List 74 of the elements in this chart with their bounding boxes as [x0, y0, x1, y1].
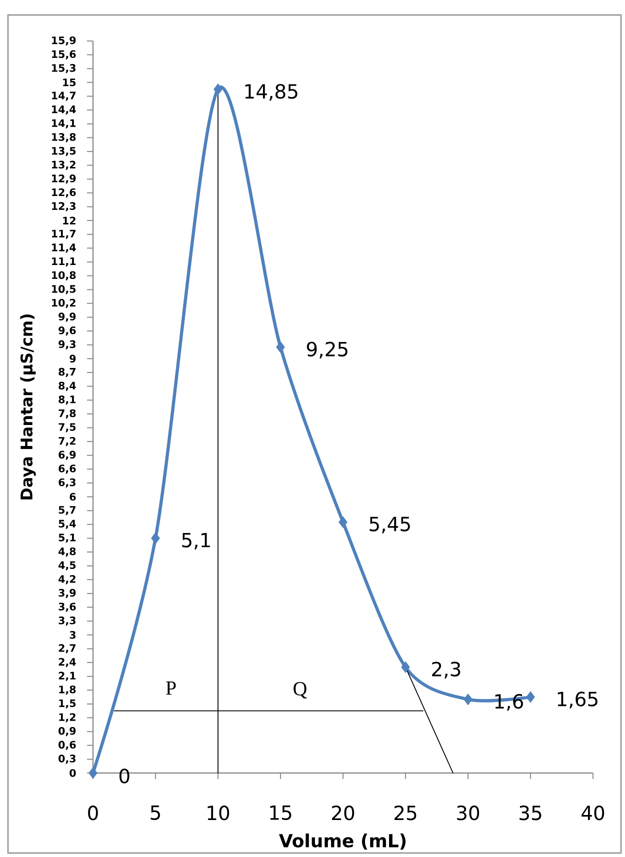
y-tick-label: 3,9 [58, 588, 76, 598]
y-tick-label: 4,5 [58, 561, 76, 570]
x-tick-label: 15 [270, 806, 292, 820]
x-tick-label: 0 [88, 806, 98, 820]
x-tick-label: 5 [150, 806, 160, 820]
y-tick-label: 15,6 [52, 50, 76, 60]
annotation: P [166, 682, 176, 695]
y-tick-label: 3,6 [58, 602, 76, 612]
y-tick-label: 8,4 [58, 382, 76, 391]
data-label: 1,65 [558, 692, 598, 708]
y-tick-label: 10,8 [52, 271, 76, 280]
y-tick-label: 9,6 [58, 326, 76, 336]
y-axis-title: Daya Hantar (µS/cm) [20, 314, 36, 500]
x-tick-label: 40 [582, 806, 604, 820]
y-tick-label: 9,3 [58, 340, 76, 350]
y-tick-label: 13,2 [52, 160, 76, 170]
data-label: 14,85 [245, 84, 298, 101]
y-tick-label: 1,2 [59, 713, 76, 722]
y-tick-label: 5,1 [58, 534, 76, 543]
data-label: 2,3 [432, 662, 460, 678]
x-tick-label: 25 [394, 806, 416, 820]
y-tick-label: 3,3 [58, 616, 76, 626]
y-tick-label: 2,1 [58, 672, 76, 681]
y-tick-label: 7,5 [58, 423, 76, 432]
y-tick-label: 12,3 [52, 202, 76, 212]
y-tick-label: 12 [63, 216, 76, 224]
y-tick-label: 11,1 [52, 257, 76, 266]
y-tick-label: 15,9 [52, 36, 76, 46]
y-tick-label: 10,2 [52, 298, 76, 308]
y-tick-label: 11,7 [52, 230, 76, 239]
x-axis-title: Volume (mL) [278, 834, 406, 850]
y-tick-label: 8,7 [58, 368, 76, 378]
y-tick-label: 12,6 [52, 188, 76, 198]
data-label: 5,45 [370, 516, 410, 534]
y-tick-label: 10,5 [52, 285, 76, 294]
y-tick-label: 14,7 [52, 92, 76, 101]
y-tick-label: 7,8 [58, 409, 76, 418]
data-label: 0 [119, 768, 130, 784]
data-label: 5,1 [182, 532, 210, 550]
y-tick-label: 13,8 [52, 133, 76, 142]
x-tick-label: 30 [457, 806, 480, 820]
y-tick-label: 0,3 [58, 754, 76, 764]
y-tick-label: 14,4 [52, 106, 76, 115]
y-tick-label: 0 [70, 769, 76, 777]
y-tick-label: 6,3 [58, 478, 76, 488]
y-tick-label: 4,8 [58, 547, 76, 557]
y-tick-label: 14,1 [52, 119, 76, 128]
y-tick-label: 11,4 [52, 244, 76, 253]
x-tick-label: 35 [520, 806, 542, 820]
y-tick-label: 6,9 [58, 450, 76, 460]
y-tick-label: 1,8 [59, 686, 76, 695]
y-tick-label: 8,1 [58, 396, 76, 405]
x-tick-label: 10 [208, 806, 230, 820]
annotation: Q [294, 682, 307, 699]
y-tick-label: 13,5 [52, 146, 76, 156]
y-tick-label: 3 [70, 630, 76, 639]
data-label: 9,25 [306, 342, 348, 359]
y-tick-label: 7,2 [58, 436, 76, 446]
y-tick-label: 4,2 [58, 575, 76, 584]
x-tick-label: 20 [332, 806, 354, 820]
y-tick-label: 0,9 [58, 727, 76, 736]
y-tick-label: 0,6 [58, 740, 76, 750]
y-tick-label: 6,6 [58, 464, 76, 474]
y-tick-label: 1,5 [59, 699, 76, 708]
y-tick-label: 12,9 [52, 174, 76, 184]
y-tick-label: 2,7 [58, 644, 76, 654]
y-tick-label: 15,3 [52, 64, 76, 74]
y-tick-label: 15 [63, 78, 76, 86]
y-tick-label: 5,4 [58, 520, 76, 529]
y-tick-label: 9 [70, 354, 76, 363]
y-tick-label: 5,7 [58, 506, 76, 516]
y-tick-label: 9,9 [58, 312, 76, 322]
y-tick-label: 2,4 [58, 658, 76, 668]
y-tick-label: 6 [70, 492, 76, 501]
